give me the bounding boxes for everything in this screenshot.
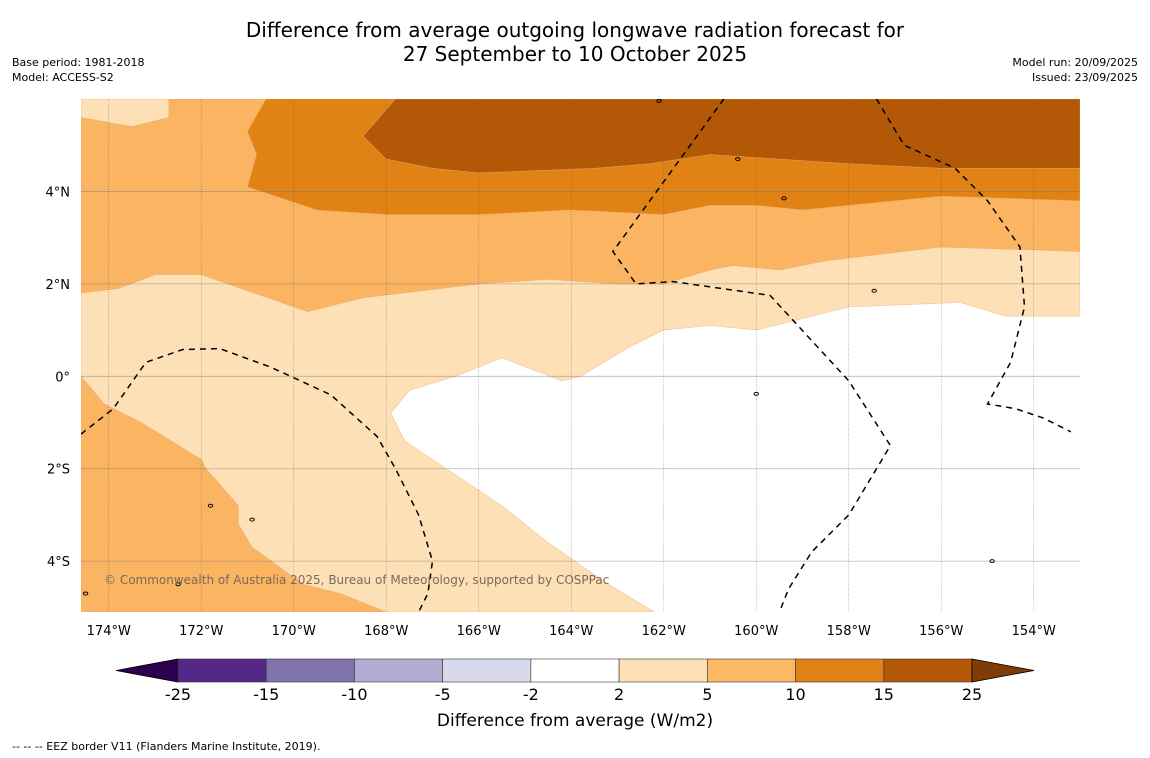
model-run: Model run: 20/09/2025 — [1012, 56, 1138, 69]
longitude-tick-label: 168°W — [364, 624, 408, 639]
colorbar-tick-label: -15 — [253, 685, 279, 704]
eez-border-line — [875, 99, 1072, 433]
colorbar-segment — [530, 658, 620, 683]
island-outline — [656, 99, 662, 103]
contour-band-15-to-25 — [362, 99, 1080, 174]
longitude-axis: 174°W 172°W 170°W 168°W 166°W 164°W 162°W 160°W… — [87, 624, 1056, 639]
title-line-2: 27 September to 10 October 2025 — [402, 42, 748, 66]
latitude-tick-label: 0° — [55, 370, 70, 385]
colorbar-tick-label: 15 — [874, 685, 894, 704]
latitude-tick-label: 2°S — [47, 463, 70, 478]
island-outline — [753, 391, 759, 396]
longitude-tick-label: 172°W — [179, 624, 223, 639]
longitude-tick-label: 166°W — [457, 624, 501, 639]
longitude-tick-label: 160°W — [734, 624, 778, 639]
longitude-tick-label: 164°W — [549, 624, 593, 639]
longitude-tick-label: 156°W — [919, 624, 963, 639]
latitude-tick-label: 4°S — [47, 555, 70, 570]
colorbar-extend-max — [971, 658, 1035, 683]
colorbar-segment — [707, 658, 796, 683]
longitude-tick-label: 154°W — [1012, 624, 1056, 639]
issued-date: Issued: 23/09/2025 — [1031, 71, 1138, 84]
colorbar-segment — [265, 658, 355, 683]
colorbar-tick-label: -2 — [523, 685, 539, 704]
colorbar-tick-label: 25 — [962, 685, 982, 704]
latitude-tick-label: 2°N — [46, 278, 71, 293]
longitude-tick-label: 158°W — [827, 624, 871, 639]
colorbar-tick-label: 10 — [785, 685, 805, 704]
colorbar-segment — [618, 658, 708, 683]
island-outline — [207, 503, 214, 508]
island-outline — [175, 582, 181, 587]
copyright-notice: © Commonwealth of Australia 2025, Bureau… — [104, 573, 609, 587]
colorbar-segment — [354, 658, 443, 683]
colorbar: -25 -15 -10 -5 -2 2 5 10 15 25 — [115, 658, 1035, 704]
chart-title: Difference from average outgoing longwav… — [0, 18, 1150, 66]
island-outline — [781, 196, 787, 201]
colorbar-segment — [795, 658, 885, 683]
eez-borders — [81, 99, 1072, 612]
title-line-1: Difference from average outgoing longwav… — [245, 18, 905, 42]
colorbar-tick-label: -10 — [341, 685, 367, 704]
island-outline — [735, 157, 741, 162]
longitude-tick-label: 162°W — [642, 624, 686, 639]
latitude-tick-label: 4°N — [46, 185, 71, 200]
colorbar-segment — [442, 658, 532, 683]
eez-border-line — [611, 99, 892, 612]
longitude-tick-label: 174°W — [87, 624, 131, 639]
longitude-tick-label: 170°W — [272, 624, 316, 639]
model-name: Model: ACCESS-S2 — [12, 71, 114, 84]
island-outline — [989, 559, 995, 564]
colorbar-segment — [883, 658, 973, 683]
base-period: Base period: 1981-2018 — [12, 56, 145, 69]
colorbar-tick-label: -25 — [165, 685, 191, 704]
latitude-axis: 4°N 2°N 0° 2°S 4°S — [46, 185, 71, 570]
colorbar-title: Difference from average (W/m2) — [437, 711, 713, 731]
island-outline — [82, 591, 89, 596]
colorbar-tick-label: 2 — [614, 685, 624, 704]
islands — [82, 99, 995, 596]
contour-fills — [81, 99, 1080, 612]
island-outline — [871, 288, 877, 293]
colorbar-tick-label: 5 — [702, 685, 712, 704]
run-info: Model run: 20/09/2025 Issued: 23/09/2025 — [1012, 55, 1138, 85]
model-info: Base period: 1981-2018 Model: ACCESS-S2 — [12, 55, 144, 85]
colorbar-extend-min — [115, 658, 179, 683]
colorbar-tick-label: -5 — [435, 685, 451, 704]
island-outline — [249, 517, 255, 522]
colorbar-segment — [177, 658, 267, 683]
eez-legend-note: -- -- -- EEZ border V11 (Flanders Marine… — [12, 740, 321, 753]
graticule — [81, 99, 1080, 612]
contour-band-5-to-10 — [81, 375, 387, 612]
